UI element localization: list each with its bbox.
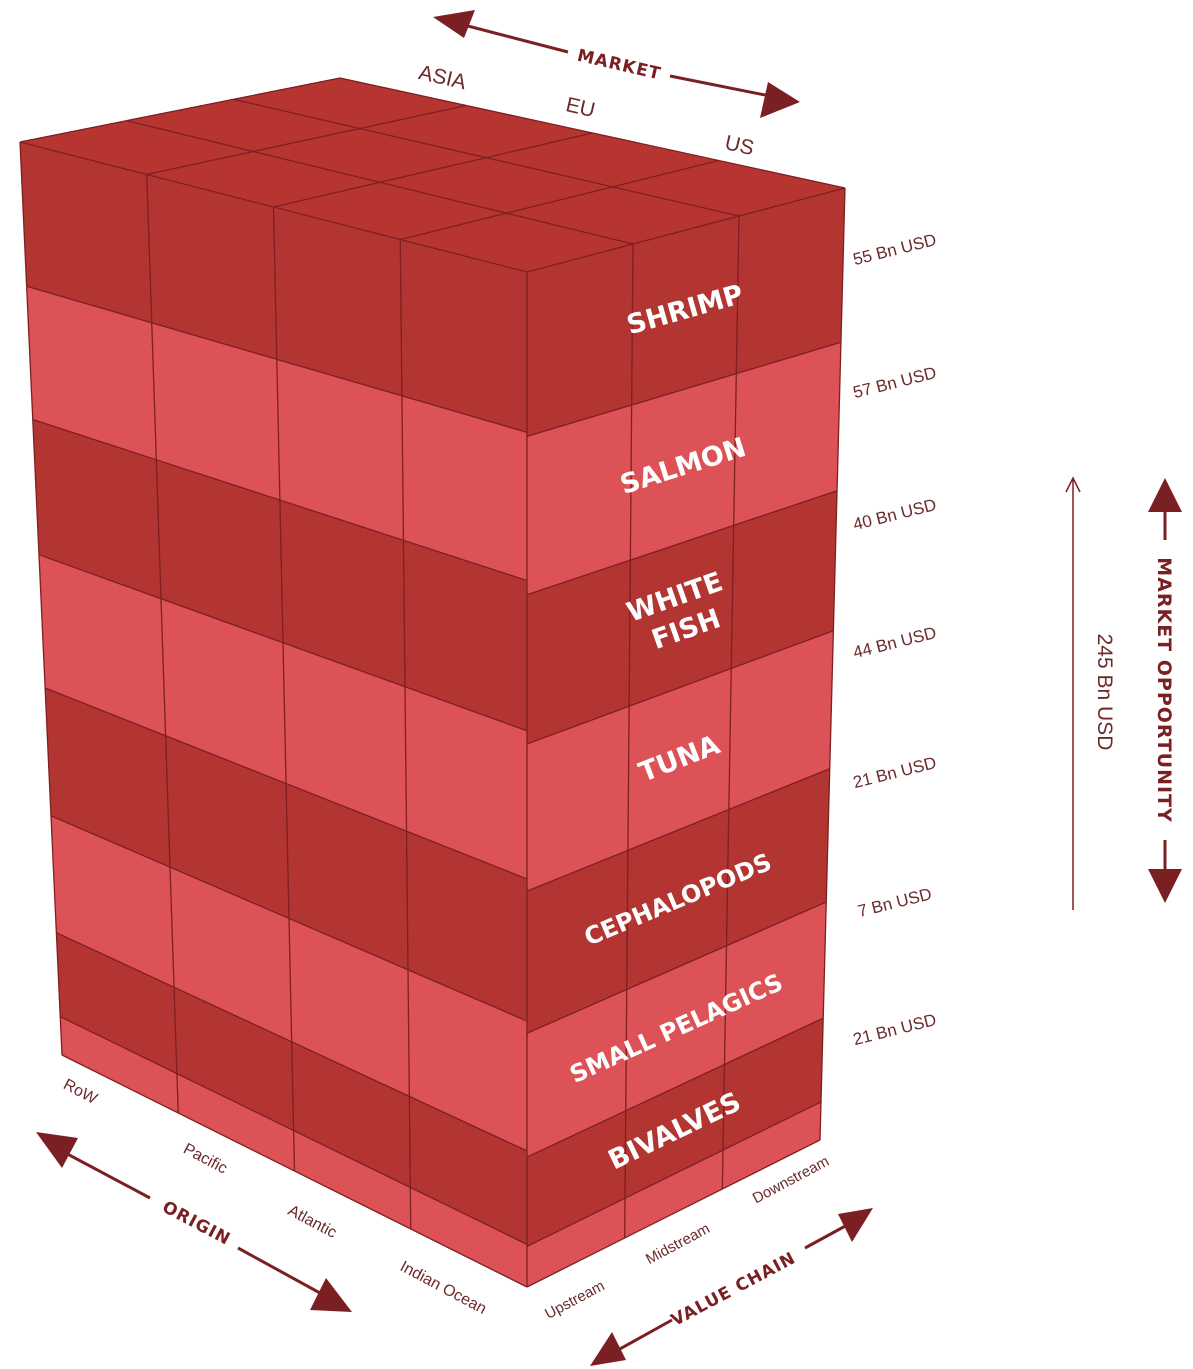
cube-edge: [526, 187, 846, 273]
left-face-row-line: [38, 554, 528, 732]
origin-label-indian-ocean: Indian Ocean: [397, 1258, 489, 1318]
origin-arrowhead-left: [36, 1132, 78, 1168]
value-chain-label-midstream: Midstream: [643, 1220, 713, 1268]
value-chain-label-upstream: Upstream: [542, 1277, 607, 1323]
market-col-eu: EU: [564, 93, 598, 122]
origin-label-row: RoW: [60, 1076, 100, 1108]
left-face-row-line: [59, 1016, 528, 1245]
left-face-band: [51, 815, 527, 1151]
left-face-column-line: [272, 206, 296, 1172]
left-face-row-line: [26, 285, 528, 433]
value-chain-title: VALUE CHAIN: [668, 1248, 799, 1331]
category-value: 21 Bn USD: [851, 1010, 938, 1049]
origin-arrowhead-right: [310, 1278, 352, 1312]
cube-edge: [339, 77, 846, 189]
origin-label-atlantic: Atlantic: [285, 1202, 339, 1242]
category-value: 55 Bn USD: [851, 230, 938, 269]
top-grid-line: [126, 120, 634, 245]
market-arrowhead-right: [760, 82, 800, 118]
market-col-asia: ASIA: [417, 61, 469, 94]
right-face-band: [527, 768, 830, 1034]
cube-faces: [20, 78, 845, 1287]
left-face-column-line: [146, 174, 179, 1114]
cube-edge: [526, 1139, 821, 1288]
top-grid-line: [233, 98, 740, 217]
category-value: 21 Bn USD: [851, 753, 938, 792]
market-opportunity-total-arrowhead: [1065, 476, 1081, 493]
right-face-row-line: [526, 1017, 824, 1158]
left-face-row-line: [44, 687, 528, 880]
category-value: 7 Bn USD: [856, 884, 934, 921]
left-face-band: [39, 554, 527, 879]
right-face-band: [527, 188, 845, 437]
right-face-band: [527, 342, 841, 595]
right-face-row-line: [526, 490, 838, 596]
right-face-row-line: [526, 341, 842, 438]
cube-edge: [819, 187, 846, 1141]
market-opportunity-total: 245 Bn USD: [1093, 634, 1116, 751]
right-face-row-line: [526, 1101, 822, 1247]
right-face-row-line: [526, 901, 827, 1034]
value-chain-arrowhead-left: [590, 1332, 626, 1366]
right-face-column-line: [721, 215, 740, 1190]
category-value-labels: 55 Bn USD 57 Bn USD 40 Bn USD 44 Bn USD 21 B…: [851, 230, 938, 1049]
top-grid-line: [146, 104, 467, 176]
top-grid-line: [273, 132, 593, 208]
market-col-us: US: [723, 131, 757, 160]
left-face-row-line: [32, 418, 528, 582]
left-face-row-line: [56, 932, 528, 1152]
market-opportunity-axis: 245 Bn USD MARKET OPPORTUNITY: [1065, 476, 1182, 910]
market-title: MARKET: [575, 46, 663, 85]
origin-label-pacific: Pacific: [180, 1140, 230, 1177]
market-opportunity-arrowhead-down: [1148, 869, 1182, 903]
left-face-band: [26, 286, 527, 581]
right-face-band: [527, 1101, 821, 1287]
right-face-row-line: [526, 768, 830, 892]
cube-edge: [19, 141, 528, 273]
top-face: [20, 78, 845, 272]
left-face-band: [56, 932, 528, 1245]
market-opportunity-arrowhead-up: [1148, 478, 1182, 512]
value-chain-arrowhead-right: [838, 1208, 873, 1242]
left-face-band: [20, 142, 527, 433]
category-value: 57 Bn USD: [851, 363, 938, 402]
cube-edge: [19, 141, 63, 1056]
right-face-band: [527, 630, 834, 892]
category-value: 44 Bn USD: [851, 623, 938, 662]
market-arrowhead-left: [433, 10, 475, 38]
left-face-row-line: [50, 815, 528, 1022]
cube-gridlines: [19, 77, 846, 1288]
left-face-band: [32, 419, 528, 731]
right-face-band: [527, 1018, 824, 1247]
top-grid-line: [400, 159, 719, 241]
cube-edge: [19, 77, 341, 143]
right-face-band: [527, 902, 827, 1158]
left-face-column-line: [399, 239, 412, 1230]
market-opportunity-title: MARKET OPPORTUNITY: [1153, 557, 1175, 823]
origin-title: ORIGIN: [159, 1197, 234, 1250]
right-face-row-line: [526, 630, 834, 745]
left-face-band: [45, 688, 527, 1022]
right-face-column-line: [624, 243, 634, 1239]
right-face-band: [527, 490, 837, 744]
category-value: 40 Bn USD: [851, 495, 938, 534]
cube-edge: [61, 1054, 528, 1288]
